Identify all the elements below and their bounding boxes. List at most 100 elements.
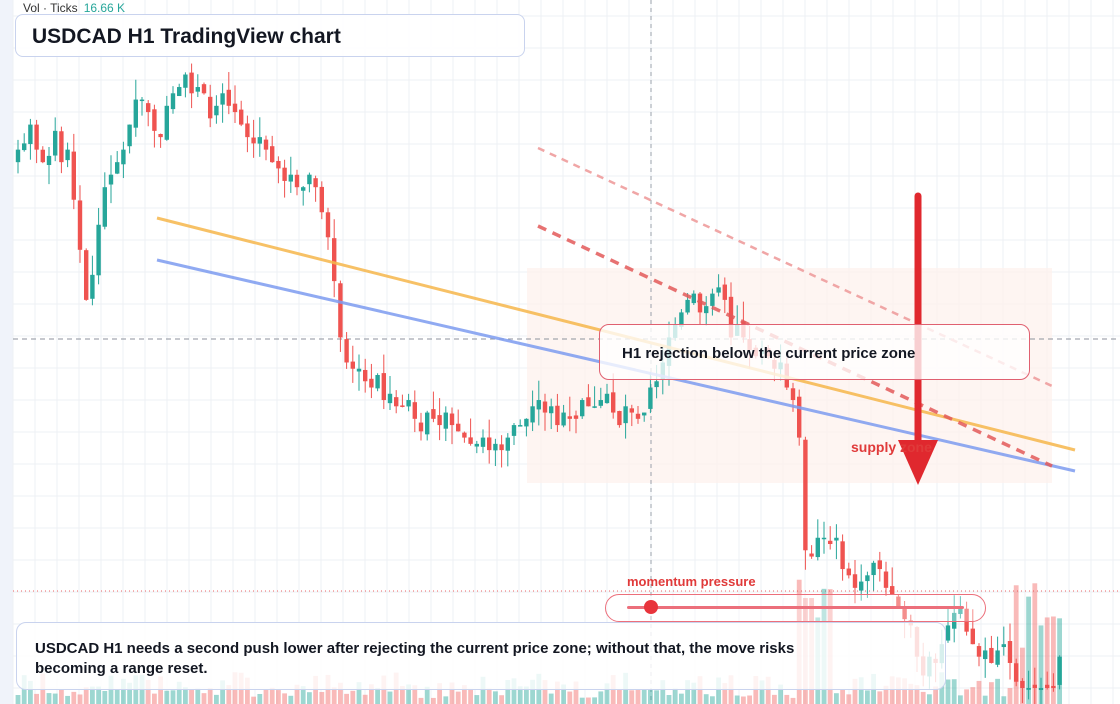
volume-bar bbox=[586, 697, 591, 704]
volume-bar bbox=[437, 683, 442, 704]
candle-body bbox=[549, 406, 554, 414]
candle-body bbox=[468, 437, 473, 444]
volume-bar bbox=[226, 685, 232, 704]
volume-bar bbox=[765, 676, 771, 704]
candle-body bbox=[648, 387, 653, 409]
volume-bar bbox=[455, 691, 461, 704]
chart-title: USDCAD H1 TradingView chart bbox=[32, 25, 341, 48]
volume-bar bbox=[666, 695, 672, 704]
candle-body bbox=[288, 174, 293, 182]
volume-bar bbox=[889, 676, 895, 704]
momentum-label: momentum pressure bbox=[627, 574, 756, 589]
volume-bar bbox=[834, 693, 839, 704]
candle-body bbox=[685, 299, 690, 313]
volume-bar bbox=[951, 679, 957, 704]
candle-body bbox=[1057, 656, 1062, 685]
candle-body bbox=[1007, 641, 1013, 663]
volume-bar bbox=[46, 693, 52, 704]
momentum-knob[interactable] bbox=[644, 600, 658, 614]
volume-bar bbox=[784, 694, 790, 704]
volume-bar bbox=[648, 689, 653, 704]
candle-body bbox=[245, 123, 250, 138]
volume-bar bbox=[83, 687, 89, 704]
channel-line-lower bbox=[537, 224, 1053, 468]
candle-body bbox=[77, 200, 83, 250]
candle-body bbox=[654, 381, 659, 388]
candle-body bbox=[183, 74, 188, 88]
volume-bar bbox=[511, 678, 517, 704]
volume-bar bbox=[542, 680, 548, 704]
candle-body bbox=[983, 650, 988, 660]
volume-bar bbox=[982, 695, 988, 704]
volume-bar bbox=[288, 695, 294, 704]
candle-body bbox=[896, 596, 901, 607]
candle-body bbox=[369, 378, 374, 388]
volume-bar bbox=[431, 697, 436, 704]
candle-body bbox=[28, 124, 33, 145]
volume-bar bbox=[722, 683, 728, 704]
volume-bar bbox=[245, 677, 250, 704]
volume-bar bbox=[840, 689, 845, 704]
candle-body bbox=[437, 415, 442, 426]
candle-body bbox=[375, 375, 380, 389]
candle-body bbox=[96, 224, 101, 276]
volume-bar bbox=[474, 695, 480, 704]
volume-bar bbox=[1007, 688, 1013, 704]
volume-bar bbox=[1026, 596, 1031, 704]
volume-bar bbox=[672, 688, 678, 704]
volume-bar bbox=[865, 690, 870, 704]
candle-body bbox=[139, 99, 145, 102]
volume-bar bbox=[251, 696, 256, 704]
candle-body bbox=[852, 574, 858, 588]
volume-bar bbox=[927, 694, 932, 704]
volume-bar bbox=[790, 697, 796, 704]
candle-body bbox=[518, 425, 523, 427]
summary-text: USDCAD H1 needs a second push lower afte… bbox=[35, 640, 795, 677]
candle-body bbox=[1020, 680, 1025, 688]
volume-bar bbox=[195, 688, 201, 704]
candle-body bbox=[716, 287, 721, 293]
volume-bar bbox=[400, 685, 405, 704]
candle-body bbox=[294, 174, 300, 188]
volume-bar bbox=[1044, 617, 1050, 704]
volume-bar bbox=[877, 691, 883, 704]
candle-body bbox=[257, 137, 262, 144]
candle-body bbox=[133, 99, 138, 128]
candle-body bbox=[598, 400, 603, 406]
volume-bar bbox=[579, 697, 585, 704]
volume-bar bbox=[641, 689, 647, 704]
volume-bar bbox=[958, 695, 963, 704]
volume-bar bbox=[257, 693, 263, 704]
volume-bar bbox=[970, 687, 976, 704]
candle-body bbox=[301, 187, 306, 191]
candle-body bbox=[964, 608, 969, 632]
candle-body bbox=[164, 105, 169, 140]
candle-body bbox=[995, 650, 1000, 665]
volume-bar bbox=[635, 689, 641, 704]
volume-bar bbox=[989, 682, 994, 704]
candle-body bbox=[146, 103, 151, 113]
volume-bar bbox=[362, 694, 368, 704]
candle-body bbox=[276, 160, 281, 169]
volume-bar bbox=[679, 693, 684, 704]
candle-body bbox=[40, 149, 45, 163]
volume-value: 16.66 K bbox=[83, 1, 126, 15]
volume-bar bbox=[697, 676, 703, 704]
volume-bar bbox=[524, 686, 529, 704]
volume-bar bbox=[902, 678, 907, 704]
volume-bar bbox=[462, 685, 467, 704]
volume-bar bbox=[307, 692, 312, 704]
volume-bar bbox=[350, 690, 356, 704]
candle-body bbox=[989, 647, 994, 663]
candle-body bbox=[170, 93, 176, 110]
volume-bar bbox=[617, 689, 622, 704]
candle-body bbox=[115, 162, 120, 174]
candle-body bbox=[201, 84, 207, 94]
candle-body bbox=[71, 151, 76, 200]
candle-body bbox=[332, 238, 337, 282]
candle-body bbox=[158, 134, 163, 138]
momentum-slider[interactable] bbox=[605, 594, 986, 622]
volume-bar bbox=[356, 682, 362, 704]
momentum-bar bbox=[627, 606, 964, 609]
candle-body bbox=[1045, 684, 1050, 688]
